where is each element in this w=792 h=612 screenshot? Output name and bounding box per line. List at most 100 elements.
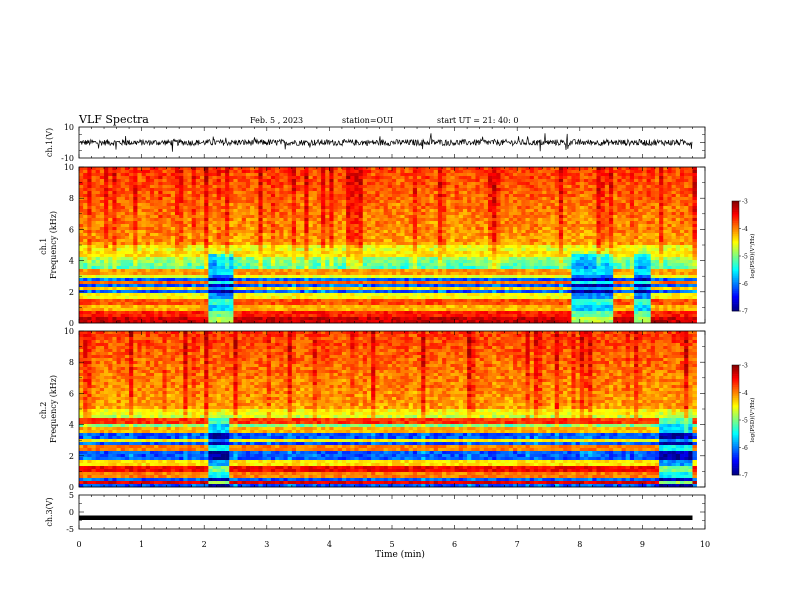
- spectrogram-cell: [458, 215, 464, 219]
- spectrogram-cell: [462, 314, 468, 318]
- spectrogram-cell: [166, 305, 172, 309]
- spectrogram-cell: [354, 179, 359, 183]
- spectrogram-cell: [149, 191, 155, 195]
- spectrogram-cell: [200, 230, 205, 234]
- spectrogram-cell: [437, 209, 443, 213]
- spectrogram-cell: [95, 269, 101, 273]
- spectrogram-cell: [429, 203, 435, 207]
- spectrogram-cell: [425, 206, 430, 210]
- spectrogram-cell: [137, 173, 142, 177]
- spectrogram-cell: [208, 236, 213, 240]
- spectrogram-cell: [291, 188, 297, 192]
- spectrogram-cell: [200, 257, 205, 261]
- spectrogram-cell: [258, 239, 263, 243]
- spectrogram-cell: [120, 287, 126, 291]
- spectrogram-cell: [124, 230, 130, 234]
- spectrogram-cell: [241, 272, 247, 276]
- spectrogram-cell: [137, 299, 142, 303]
- spectrogram-cell: [250, 281, 255, 285]
- spectrogram-cell: [91, 254, 96, 258]
- spectrogram-cell: [83, 170, 88, 174]
- spectrogram-cell: [170, 260, 176, 264]
- spectrogram-cell: [116, 191, 122, 195]
- spectrogram-cell: [145, 209, 151, 213]
- spectrogram-cell: [404, 212, 409, 216]
- spectrogram-cell: [366, 203, 372, 207]
- spectrogram-cell: [241, 221, 247, 225]
- spectrogram-cell: [112, 203, 117, 207]
- spectrogram-cell: [467, 194, 472, 198]
- spectrogram-cell: [212, 260, 218, 264]
- spectrogram-cell: [91, 257, 96, 261]
- spectrogram-cell: [133, 248, 138, 252]
- spectrogram-cell: [112, 254, 117, 258]
- spectrogram-cell: [275, 221, 280, 225]
- spectrogram-cell: [141, 272, 147, 276]
- spectrogram-cell: [337, 185, 343, 189]
- spectrogram-cell: [379, 185, 384, 189]
- spectrogram-cell: [304, 305, 309, 309]
- spectrogram-cell: [254, 317, 259, 321]
- spectrogram-cell: [91, 221, 96, 225]
- spectrogram-cell: [162, 227, 167, 231]
- spectrogram-cell: [433, 206, 439, 210]
- spectrogram-cell: [371, 236, 376, 240]
- spectrogram-cell: [296, 170, 301, 174]
- spectrogram-cell: [141, 167, 147, 171]
- spectrogram-cell: [87, 203, 92, 207]
- spectrogram-cell: [208, 299, 213, 303]
- spectrogram-cell: [154, 233, 159, 237]
- spectrogram-cell: [108, 203, 113, 207]
- spectrogram-cell: [129, 215, 134, 219]
- spectrogram-cell: [358, 308, 364, 312]
- spectrogram-cell: [220, 293, 226, 297]
- spectrogram-cell: [208, 308, 213, 312]
- spectrogram-cell: [275, 167, 280, 171]
- spectrogram-cell: [412, 251, 418, 255]
- spectrogram-cell: [291, 284, 297, 288]
- spectrogram-cell: [141, 191, 147, 195]
- spectrogram-cell: [229, 302, 234, 306]
- spectrogram-cell: [308, 302, 313, 306]
- spectrogram-cell: [346, 173, 351, 177]
- spectrogram-cell: [337, 269, 343, 273]
- spectrogram-cell: [174, 320, 180, 324]
- spectrogram-cell: [287, 167, 293, 171]
- spectrogram-cell: [404, 266, 409, 270]
- spectrogram-cell: [437, 278, 443, 282]
- spectrogram-cell: [350, 269, 355, 273]
- spectrogram-cell: [350, 293, 355, 297]
- spectrogram-cell: [162, 275, 167, 279]
- spectrogram-cell: [216, 167, 222, 171]
- spectrogram-cell: [179, 191, 184, 195]
- spectrogram-cell: [437, 293, 443, 297]
- spectrogram-cell: [354, 230, 359, 234]
- spectrogram-cell: [300, 167, 305, 171]
- spectrogram-cell: [408, 224, 414, 228]
- spectrogram-cell: [166, 203, 172, 207]
- spectrogram-cell: [129, 284, 134, 288]
- spectrogram-cell: [129, 176, 134, 180]
- spectrogram-cell: [266, 278, 272, 282]
- spectrogram-cell: [329, 314, 334, 318]
- spectrogram-cell: [433, 239, 439, 243]
- spectrogram-cell: [187, 197, 192, 201]
- spectrogram-cell: [229, 218, 234, 222]
- spectrogram-cell: [250, 167, 255, 171]
- spectrogram-cell: [116, 194, 122, 198]
- spectrogram-cell: [304, 266, 309, 270]
- spectrogram-cell: [174, 167, 180, 171]
- spectrogram-cell: [337, 317, 343, 321]
- spectrogram-cell: [158, 263, 163, 267]
- spectrogram-cell: [442, 167, 447, 171]
- spectrogram-cell: [112, 173, 117, 177]
- spectrogram-cell: [266, 200, 272, 204]
- spectrogram-cell: [250, 263, 255, 267]
- spectrogram-cell: [250, 185, 255, 189]
- spectrogram-cell: [433, 299, 439, 303]
- spectrogram-cell: [383, 182, 389, 186]
- spectrogram-cell: [254, 257, 259, 261]
- spectrogram-cell: [104, 260, 109, 264]
- spectrogram-cell: [266, 230, 272, 234]
- spectrogram-cell: [116, 290, 122, 294]
